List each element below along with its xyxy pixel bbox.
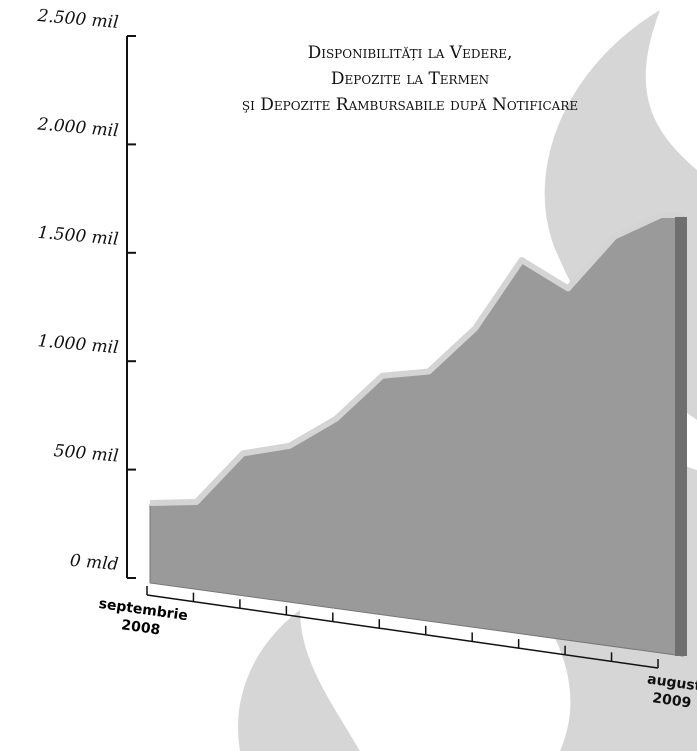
title-line: şi Depozite Rambursabile după Notificare bbox=[180, 92, 640, 118]
y-tick-label: 1.000 mil bbox=[37, 331, 120, 358]
y-tick-label: 0 mld bbox=[69, 551, 119, 575]
area bbox=[150, 217, 683, 656]
y-tick-label: 2.000 mil bbox=[36, 114, 120, 141]
y-tick-label: 1.500 mil bbox=[37, 223, 120, 250]
y-tick-label: 500 mil bbox=[53, 441, 119, 467]
chart-title: Disponibilități la Vedere,Depozite la Te… bbox=[180, 40, 640, 118]
side-face bbox=[675, 217, 687, 656]
y-tick-label: 2.500 mil bbox=[36, 6, 120, 33]
title-line: Depozite la Termen bbox=[180, 66, 640, 92]
page: 0 mld 500 mil 1.000 mil 1.500 mil 2.000 mil 2… bbox=[0, 0, 697, 751]
title-line: Disponibilități la Vedere, bbox=[180, 40, 640, 66]
